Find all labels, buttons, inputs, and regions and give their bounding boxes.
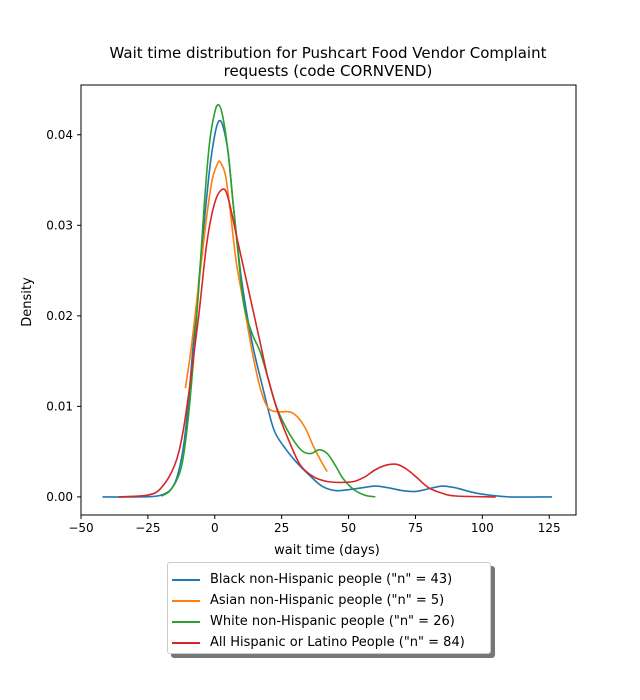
legend-item-4: All Hispanic or Latino People ("n" = 84) [168, 632, 490, 653]
x-tick-label: 125 [538, 521, 561, 535]
plot-area [80, 84, 577, 516]
x-tick-label: 75 [408, 521, 423, 535]
legend-swatch [172, 641, 200, 644]
chart-title-line-1: Wait time distribution for Pushcart Food… [110, 44, 547, 62]
series-line-3 [160, 103, 376, 498]
legend-item-1: Black non-Hispanic people ("n" = 43) [168, 569, 490, 590]
series-line-2 [184, 160, 328, 472]
y-axis-label: Density [20, 277, 35, 327]
x-tick-label: 0 [211, 521, 219, 535]
legend-label: White non-Hispanic people ("n" = 26) [210, 614, 455, 629]
chart-title-line-2: requests (code CORNVEND) [224, 62, 433, 80]
series-line-1 [102, 119, 552, 498]
legend-label: Asian non-Hispanic people ("n" = 5) [210, 593, 445, 608]
legend-swatch [172, 599, 200, 602]
x-tick-label: −50 [68, 521, 93, 535]
y-axis: 0.00 0.01 0.02 0.03 0.04 [46, 128, 81, 504]
series-line-4 [118, 188, 496, 498]
legend-item-3: White non-Hispanic people ("n" = 26) [168, 611, 490, 632]
x-tick-label: 100 [471, 521, 494, 535]
legend-item-2: Asian non-Hispanic people ("n" = 5) [168, 590, 490, 611]
legend: Black non-Hispanic people ("n" = 43) Asia… [167, 562, 491, 654]
series-layer [102, 103, 552, 498]
y-tick-label: 0.00 [46, 490, 73, 504]
legend-label: All Hispanic or Latino People ("n" = 84) [210, 635, 465, 650]
x-tick-label: 50 [341, 521, 356, 535]
y-tick-label: 0.04 [46, 128, 73, 142]
x-tick-label: −25 [135, 521, 160, 535]
x-axis: −50 −25 0 25 50 75 100 125 [68, 515, 561, 535]
legend-swatch [172, 620, 200, 623]
y-tick-label: 0.03 [46, 218, 73, 232]
legend-label: Black non-Hispanic people ("n" = 43) [210, 572, 453, 587]
y-tick-label: 0.02 [46, 309, 73, 323]
legend-swatch [172, 578, 200, 581]
y-tick-label: 0.01 [46, 399, 73, 413]
x-axis-label: wait time (days) [274, 543, 380, 558]
x-tick-label: 25 [274, 521, 289, 535]
